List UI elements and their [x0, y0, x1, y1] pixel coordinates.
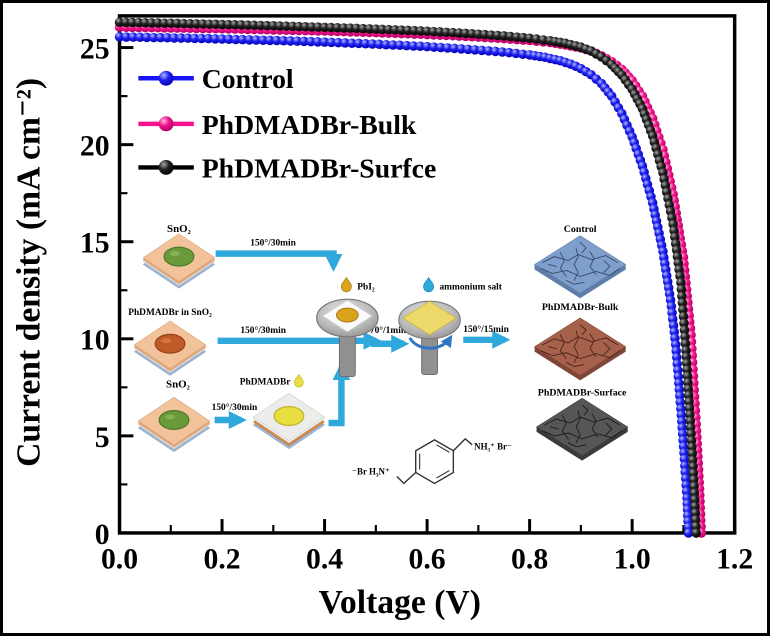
label-pbi2: PbI₂ — [357, 282, 375, 292]
y-tick-label: 5 — [95, 422, 110, 454]
legend: Control PhDMADBr-Bulk PhDMADBr-Surfce — [138, 63, 436, 183]
label-ammonium-salt: ammonium salt — [439, 282, 502, 292]
legend-marker-surface — [158, 160, 174, 175]
x-tick-label: 0.2 — [203, 544, 240, 576]
film-bulk — [534, 317, 627, 381]
spin-coater-1 — [316, 298, 379, 377]
arrow-label-4: 70°/1min — [370, 325, 407, 336]
chemical-structure — [396, 437, 473, 485]
legend-item-control: Control — [138, 63, 294, 94]
y-tick-label: 15 — [80, 228, 110, 260]
film-control — [534, 235, 627, 299]
label-film-surface: PhDMADBr-Surface — [538, 387, 627, 398]
series-PhDMADBr-Surfce — [114, 17, 701, 538]
doped-sno2-dot — [154, 333, 186, 354]
label-film-bulk: PhDMADBr-Bulk — [542, 302, 619, 313]
ammonium-salt-droplet-icon — [423, 277, 435, 293]
spin-coater-2 — [398, 300, 461, 375]
plot-axes: 0.0 0.2 0.4 0.6 0.8 1.0 1.2 0 5 10 15 20 25 Voltage… — [10, 14, 753, 621]
legend-marker-bulk — [158, 116, 174, 132]
y-tick-label: 0 — [95, 519, 110, 551]
process-arrows — [214, 250, 511, 430]
pbi2-droplet-icon — [340, 277, 352, 293]
x-tick-label: 0.8 — [511, 544, 548, 576]
legend-label-bulk: PhDMADBr-Bulk — [202, 109, 417, 140]
arrow-label-2: 150°/30min — [240, 325, 286, 336]
pbi2-film-dot — [335, 307, 359, 323]
process-arrow-1 — [215, 250, 343, 272]
data-series-layer — [114, 17, 707, 538]
label-film-control: Control — [564, 224, 597, 235]
y-tick-label: 25 — [80, 33, 110, 65]
film-surface — [535, 397, 629, 461]
legend-label-surface: PhDMADBr-Surfce — [202, 152, 437, 183]
x-axis-title: Voltage (V) — [319, 584, 481, 621]
x-tick-label: 1.2 — [716, 544, 753, 576]
y-tick-label: 10 — [80, 325, 110, 357]
label-sno2-top: SnO₂ — [167, 223, 191, 235]
substrate-sno2-top — [142, 233, 216, 289]
substrate-sno2-bottom — [137, 396, 211, 453]
arrow-label-1: 150°/30min — [250, 238, 296, 249]
x-tick-label: 0.6 — [409, 544, 446, 576]
legend-item-surface: PhDMADBr-Surfce — [138, 152, 436, 183]
label-chem-left: ⁻Br H₃N⁺ — [352, 467, 390, 477]
rotation-arrow — [408, 334, 453, 350]
perovskite-precursor-dot — [273, 406, 305, 427]
arrow-label-5: 150°/15min — [463, 324, 509, 335]
process-arrow-up — [328, 362, 351, 427]
perovskite-film-diamond — [402, 300, 458, 336]
axis-ticks — [118, 46, 737, 535]
sno2-layer-dot-2 — [158, 410, 190, 431]
x-tick-label: 1.0 — [614, 544, 651, 576]
series-Control — [114, 32, 694, 538]
label-sno2-bottom: SnO₂ — [166, 378, 190, 390]
x-tick-label: 0.0 — [101, 544, 138, 576]
y-tick-labels: 0 5 10 15 20 25 — [80, 33, 110, 550]
y-axis-title: Current density (mA cm⁻²) — [10, 78, 47, 467]
inset-process-diagram: SnO₂ PhDMADBr in SnO₂ SnO₂ — [128, 223, 629, 485]
label-chem-right: NH₃⁺ Br⁻ — [474, 442, 512, 452]
substrate-phdmadbr-in-sno2 — [133, 320, 207, 376]
jv-chart: 0.0 0.2 0.4 0.6 0.8 1.0 1.2 0 5 10 15 20 25 Voltage… — [10, 14, 753, 621]
sno2-layer-dot — [163, 246, 195, 267]
x-tick-label: 0.4 — [306, 544, 343, 576]
legend-marker-control — [158, 70, 174, 86]
legend-item-bulk: PhDMADBr-Bulk — [138, 109, 417, 140]
phdmadbr-droplet-icon — [293, 374, 304, 388]
x-tick-labels: 0.0 0.2 0.4 0.6 0.8 1.0 1.2 — [101, 544, 753, 576]
label-phdmadbr: PhDMADBr — [240, 377, 291, 387]
legend-label-control: Control — [202, 63, 294, 94]
y-tick-label: 20 — [80, 131, 110, 163]
substrate-phdmadbr-coated — [252, 392, 326, 450]
label-phdmadbr-in-sno2: PhDMADBr in SnO₂ — [128, 308, 212, 318]
arrow-label-3: 150°/30min — [212, 402, 258, 413]
